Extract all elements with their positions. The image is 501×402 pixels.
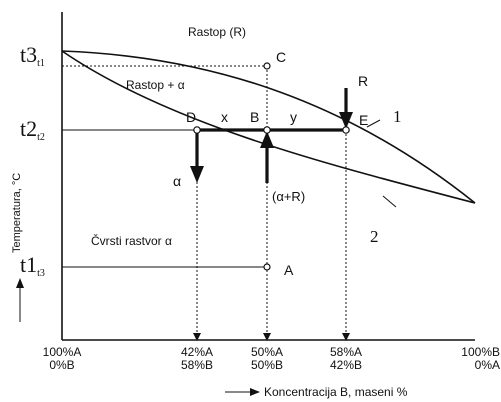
point-b-marker	[263, 126, 271, 134]
arrowhead-42	[193, 333, 201, 341]
tick-1-top: 42%A	[181, 345, 213, 359]
x-axis-title: Koncentracija B, maseni %	[264, 385, 408, 399]
region-two-phase-label: Rastop + α	[126, 78, 185, 92]
liquidus-curve	[61, 50, 476, 204]
y-axis-title-arrowhead	[16, 278, 24, 288]
t2-label: t2t2	[20, 116, 45, 143]
alpha-arrow-label: α	[173, 173, 181, 189]
tick-3-top: 58%A	[330, 345, 362, 359]
point-d-label: D	[186, 109, 196, 125]
point-c-marker	[263, 62, 271, 70]
tick-4-top: 100%B	[461, 345, 500, 359]
t3-sub: t1	[37, 58, 45, 69]
tick-0-bottom: 0%B	[49, 358, 74, 372]
t1-sub: t3	[37, 268, 45, 279]
alpha-plus-r-arrow-label: (α+R)	[272, 189, 305, 204]
solidus-number-label: 2	[370, 227, 379, 246]
segment-y-label: y	[290, 109, 297, 125]
liquidus-number-label: 1	[393, 107, 402, 126]
tick-3-bottom: 42%B	[330, 358, 362, 372]
point-b-label: B	[250, 109, 259, 125]
segment-x-label: x	[221, 109, 228, 125]
point-e-label: E	[359, 112, 368, 128]
solidus-curve	[61, 50, 476, 204]
tick-1-bottom: 58%B	[181, 358, 213, 372]
r-arrow-label: R	[358, 73, 368, 89]
tick-0-top: 100%A	[43, 345, 82, 359]
r-arrowhead	[339, 112, 353, 129]
arrowhead-58	[342, 333, 350, 341]
point-d-marker	[193, 126, 201, 134]
x-axis-title-arrowhead	[250, 388, 260, 396]
liquidus-leader	[366, 119, 381, 128]
region-solid-label: Čvrsti rastvor α	[91, 233, 172, 248]
point-a-marker	[263, 263, 271, 271]
t2-sub: t2	[37, 132, 45, 143]
tick-4-bottom: 0%A	[475, 358, 500, 372]
y-axis-title: Temperatura, °C	[11, 173, 23, 253]
alpha-arrowhead	[190, 166, 204, 183]
region-liquid-label: Rastop (R)	[188, 25, 246, 39]
tick-2-bottom: 50%B	[251, 358, 283, 372]
arrowhead-50	[263, 333, 271, 341]
point-a-label: A	[284, 262, 294, 278]
alpha-plus-r-arrowhead	[260, 131, 274, 148]
t1-label: t1t3	[20, 252, 45, 279]
solidus-leader	[382, 195, 397, 208]
point-e-marker	[342, 126, 350, 134]
tick-2-top: 50%A	[251, 345, 283, 359]
t3-label: t3t1	[20, 42, 45, 69]
point-c-label: C	[276, 49, 286, 65]
